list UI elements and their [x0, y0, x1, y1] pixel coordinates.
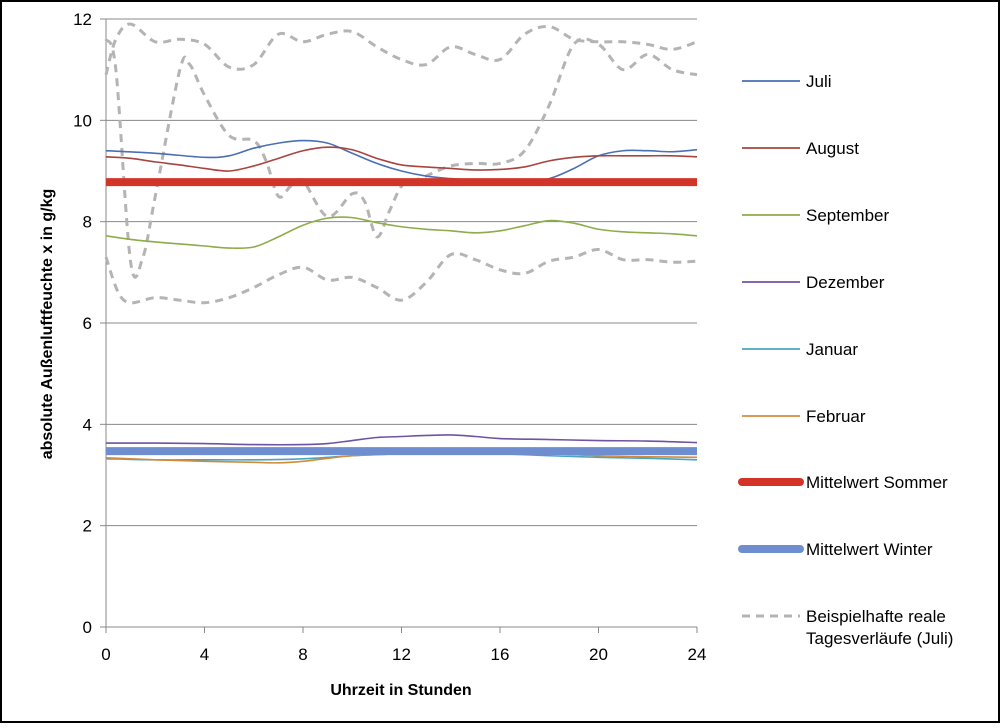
x-tick-label: 16	[491, 645, 510, 664]
legend: Juli August September Dezember Januar Februar…	[738, 72, 953, 648]
legend-label-dezember: Dezember	[806, 273, 885, 292]
series-line-august	[105, 146, 698, 172]
legend-label-mittelwert-winter: Mittelwert Winter	[806, 540, 933, 559]
x-axis-title: Uhrzeit in Stunden	[330, 682, 471, 699]
x-tick-label: 12	[392, 645, 411, 664]
x-tick-label: 8	[298, 645, 307, 664]
y-tick-label: 6	[83, 314, 92, 333]
x-tick-label: 0	[101, 645, 110, 664]
y-tick-label: 12	[73, 10, 92, 29]
x-tick-label: 24	[688, 645, 707, 664]
y-tick-label: 4	[83, 415, 92, 434]
legend-label-september: September	[806, 206, 889, 225]
series-line-beispielhafte-reale-tagesverl-ufe-juli-1	[104, 37, 698, 279]
y-tick-label: 10	[73, 111, 92, 130]
series-line-beispielhafte-reale-tagesverl-ufe-juli-2	[104, 248, 698, 305]
gridlines	[106, 18, 697, 527]
axes	[100, 18, 698, 633]
series-line-februar	[105, 451, 698, 464]
y-tick-label: 0	[83, 618, 92, 637]
series-line-juli	[105, 139, 698, 183]
legend-label-februar: Februar	[806, 407, 866, 426]
y-axis-title: absolute Außenluftfeuchte x in g/kg	[39, 189, 56, 460]
series-line-september	[105, 216, 698, 250]
legend-label-mittelwert-sommer: Mittelwert Sommer	[806, 473, 948, 492]
legend-label-beispielhafte-reale-tagesverl-ufe-juli: Beispielhafte reale Tagesverläufe (Juli)	[806, 607, 953, 648]
legend-label-juli: Juli	[806, 72, 832, 91]
series-line-beispielhafte-reale-tagesverl-ufe-juli-3	[104, 22, 698, 76]
y-tick-label: 2	[83, 517, 92, 536]
legend-label-august: August	[806, 139, 859, 158]
x-tick-label: 20	[589, 645, 608, 664]
legend-label-januar: Januar	[806, 340, 858, 359]
series-layer	[104, 22, 698, 464]
x-tick-label: 4	[200, 645, 209, 664]
series-line-dezember	[105, 434, 698, 446]
y-tick-label: 8	[83, 213, 92, 232]
